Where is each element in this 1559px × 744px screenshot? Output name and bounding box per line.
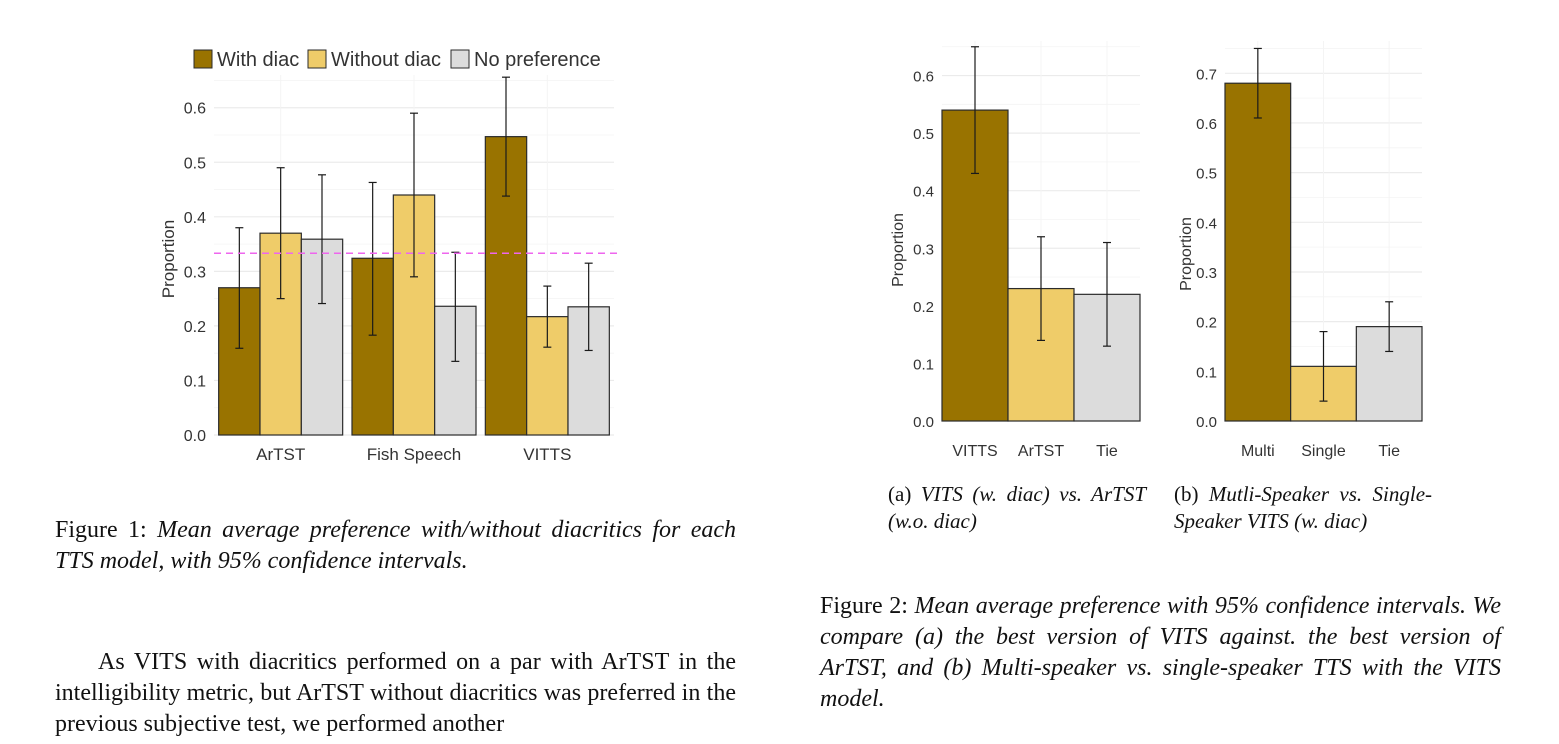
y-tick-label: 0.2 [184, 319, 206, 336]
errorbar-artst-without-diac [276, 167, 285, 300]
x-ticks-layer: ArTST Fish Speech VITTS [256, 445, 571, 464]
figure2a-chart: 0.0 0.1 0.2 0.3 0.4 0.5 0.6 VITTS ArTST Tie Prop… [890, 41, 1141, 460]
figure2b-chart: 0.00.10.20.30.40.50.60.7 Multi Single Tie … [1178, 41, 1423, 460]
legend-swatch-no-preference [450, 49, 470, 69]
y-tick-label: 0.4 [184, 210, 206, 227]
errorbar-artst-with-diac [235, 227, 244, 349]
y-ticks-layer: 0.0 0.1 0.2 0.3 0.4 0.5 0.6 [913, 69, 934, 431]
figure1-caption-text: Mean average preference with/without dia… [55, 517, 737, 574]
errorbar-fish-speech-without-diac [410, 112, 418, 278]
errorbar-vitts [971, 46, 979, 175]
y-axis-label: Proportion [1178, 217, 1195, 291]
errorbar-vitts-without-diac [543, 285, 552, 348]
legend-label-without-diac: Without diac [331, 49, 441, 71]
y-tick-label: 0.5 [1196, 166, 1217, 183]
y-tick-label: 0.5 [913, 126, 934, 143]
x-tick-label-tie: Tie [1096, 443, 1118, 460]
x-tick-label-fish-speech: Fish Speech [367, 445, 462, 464]
figure1-chart: 0.0 0.1 0.2 0.3 0.4 0.5 0.6 ArTST Fish Speech VI… [159, 49, 620, 464]
legend-label-with-diac: With diac [217, 49, 299, 71]
bars-layer [218, 136, 610, 436]
y-tick-label: 0.3 [913, 241, 934, 258]
figure2-caption-text: Mean average preference with 95% confide… [820, 593, 1501, 712]
x-ticks-layer: VITTS ArTST Tie [952, 443, 1118, 460]
x-tick-label-vitts: VITTS [952, 443, 997, 460]
subcaption-b-label: (b) [1174, 482, 1199, 506]
y-tick-label: 0.3 [1196, 265, 1217, 282]
legend-swatch-with-diac [193, 49, 213, 69]
figure2-caption-label: Figure 2: [820, 593, 908, 619]
y-tick-label: 0.3 [184, 264, 206, 281]
y-ticks-layer: 0.0 0.1 0.2 0.3 0.4 0.5 0.6 [184, 101, 206, 445]
x-tick-label-vitts: VITTS [523, 445, 571, 464]
figure2-caption: Figure 2: Mean average preference with 9… [820, 591, 1501, 715]
legend-swatch-without-diac [307, 49, 327, 69]
y-tick-label: 0.7 [1196, 66, 1217, 83]
errorbar-artst [1037, 236, 1045, 341]
figure2b-subcaption: (b) Mutli-Speaker vs. Single-Speaker VIT… [1174, 481, 1432, 535]
y-axis-label: Proportion [159, 220, 178, 298]
errorbar-fish-speech-with-diac [368, 181, 377, 336]
x-tick-label-artst: ArTST [256, 445, 305, 464]
y-tick-label: 0.0 [1196, 414, 1217, 431]
x-ticks-layer: Multi Single Tie [1241, 443, 1400, 460]
y-tick-label: 0.0 [184, 428, 206, 445]
figure1-caption-label: Figure 1: [55, 517, 147, 543]
errorbars-layer [235, 76, 593, 362]
x-tick-label-tie: Tie [1378, 443, 1400, 460]
errorbars-layer [971, 46, 1111, 347]
errorbar-fish-speech-no-preference [451, 251, 460, 362]
y-tick-label: 0.0 [913, 414, 934, 431]
legend: With diac Without diac No preference [193, 49, 601, 71]
figure2a-subcaption: (a) VITS (w. diac) vs. ArTST (w.o. diac) [888, 481, 1146, 535]
y-tick-label: 0.1 [913, 356, 934, 373]
y-axis-label: Proportion [890, 213, 907, 287]
bar-multi [1224, 82, 1292, 422]
y-tick-label: 0.1 [184, 373, 206, 390]
y-tick-label: 0.2 [1196, 315, 1217, 332]
y-tick-label: 0.4 [1196, 215, 1217, 232]
errorbars-layer [1253, 47, 1394, 402]
y-tick-label: 0.5 [184, 155, 206, 172]
y-tick-label: 0.1 [1196, 364, 1217, 381]
errorbar-single [1319, 330, 1328, 402]
subcaption-b-text: Mutli-Speaker vs. Single-Speaker VITS (w… [1174, 482, 1433, 533]
errorbar-multi [1253, 47, 1262, 119]
y-tick-label: 0.6 [913, 69, 934, 86]
x-tick-label-single: Single [1301, 443, 1346, 460]
y-tick-label: 0.2 [913, 299, 934, 316]
y-tick-label: 0.6 [184, 101, 206, 118]
subcaption-a-label: (a) [888, 482, 912, 506]
errorbar-tie [1103, 241, 1111, 347]
y-ticks-layer: 0.0 0.1 0.2 0.3 0.4 0.5 0.6 0.7 [1196, 66, 1217, 431]
y-tick-label: 0.4 [913, 184, 934, 201]
legend-label-no-preference: No preference [474, 49, 601, 71]
errorbar-artst-no-preference [318, 174, 326, 305]
errorbar-tie [1385, 301, 1394, 353]
x-tick-label-artst: ArTST [1018, 443, 1064, 460]
errorbar-vitts-no-preference [584, 262, 593, 352]
y-tick-label: 0.6 [1196, 116, 1217, 133]
figure1-caption: Figure 1: Mean average preference with/w… [55, 515, 736, 577]
subcaption-a-text: VITS (w. diac) vs. ArTST (w.o. diac) [888, 482, 1147, 533]
body-paragraph: As VITS with diacritics performed on a p… [55, 649, 736, 737]
x-tick-label-multi: Multi [1241, 443, 1275, 460]
errorbar-vitts-with-diac [502, 76, 510, 197]
